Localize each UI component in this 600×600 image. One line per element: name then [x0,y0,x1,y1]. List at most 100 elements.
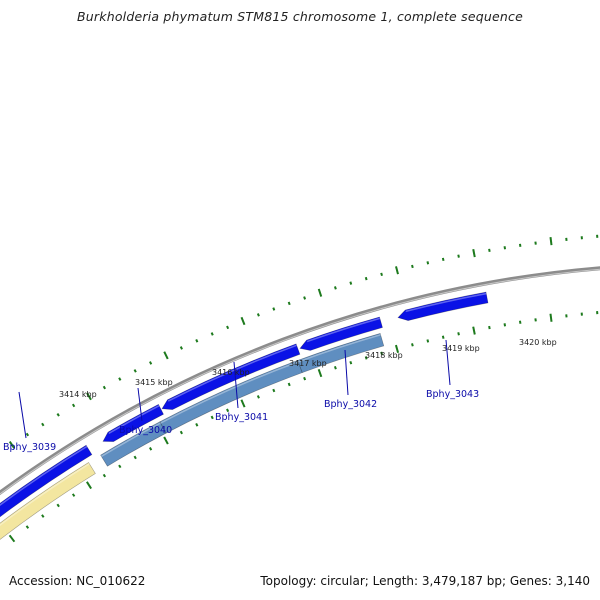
minor-tick [256,313,260,317]
major-tick [395,266,399,275]
kbp-label: 3415 kbp [135,378,173,387]
minor-tick [457,332,460,336]
major-tick [8,534,16,543]
kbp-label: 3417 kbp [289,359,327,368]
major-tick [240,399,246,408]
kbp-label: 3420 kbp [519,338,557,347]
kbp-label: 3419 kbp [442,344,480,353]
chromosome-backbone-highlight [0,268,600,495]
major-tick [472,249,476,258]
minor-tick [149,361,153,365]
minor-tick [102,385,107,390]
kbp-label: 3416 kbp [212,368,250,377]
minor-tick [133,455,137,460]
gene-label-bphy-3043[interactable]: Bphy_3043 [426,389,479,400]
minor-tick [333,366,337,370]
topology-text: Topology: circular; Length: 3,479,187 bp… [260,574,590,588]
leader-line [233,361,239,409]
gene-label-bphy-3039[interactable]: Bphy_3039 [3,442,56,453]
gene-bphy-3043 [397,291,489,321]
major-tick [317,368,323,378]
minor-tick [411,264,414,269]
major-tick [549,237,553,246]
minor-tick [71,403,76,408]
major-tick [240,316,246,326]
minor-tick [303,376,307,381]
gene-label-bphy-3042[interactable]: Bphy_3042 [324,399,377,410]
inner-tick-track [8,311,599,543]
minor-tick [25,432,30,437]
minor-tick [195,339,199,343]
cds-bphy-3041-sheen [160,361,299,424]
minor-tick [349,360,353,365]
minor-tick [25,525,30,529]
minor-tick [380,351,383,356]
gene-bphy-3040 [102,403,164,442]
major-tick [163,351,169,360]
minor-tick [272,388,276,393]
major-tick [86,392,92,401]
minor-tick [503,323,507,327]
minor-tick [118,377,122,381]
minor-tick [210,332,214,336]
minor-tick [256,395,260,399]
minor-tick [287,382,291,387]
accession-text: Accession: NC_010622 [9,574,146,588]
minor-tick [441,257,445,262]
cds-bphy-3040-sheen [101,422,162,458]
minor-tick [488,325,491,330]
gene-bphy-3042-sheen [306,317,381,343]
cds-bphy-3042 [297,333,385,373]
cds-bphy-3042-sheen [298,334,381,363]
minor-tick [380,272,383,277]
major-tick [86,481,92,490]
kbp-ruler: 3414 kbp 3415 kbp 3416 kbp 3417 kbp 3418… [59,338,557,399]
minor-tick [71,493,76,497]
minor-tick [226,408,230,413]
chromosome-backbone [0,266,600,496]
kbp-label: 3414 kbp [59,390,97,399]
gene-bphy-3041-sheen [167,344,297,402]
cds-bphy-3039-sheen [0,463,90,527]
minor-tick [56,413,60,417]
gene-bphy-3039-sheen [0,445,88,507]
minor-tick [226,325,230,330]
major-tick [472,326,476,335]
minor-tick [149,447,153,451]
leader-line [18,391,27,439]
cds-track [0,333,385,540]
minor-tick [364,276,368,281]
minor-tick [118,464,122,469]
minor-tick [287,301,291,306]
minor-tick [56,503,60,508]
minor-tick [179,346,183,350]
gene-bphy-3042 [299,316,383,351]
cds-bphy-3039 [0,462,96,540]
minor-tick [272,307,276,311]
gene-bphy-3041 [161,343,301,410]
minor-tick [195,423,199,427]
minor-tick [426,339,430,343]
major-tick [549,313,553,322]
leader-line [137,387,143,422]
gene-label-bphy-3040[interactable]: Bphy_3040 [119,425,172,436]
major-tick [163,436,169,445]
gene-bphy-3039 [0,444,93,518]
gene-leader-lines [18,339,451,439]
minor-tick [41,514,45,518]
minor-tick [364,356,368,360]
minor-tick [457,254,460,258]
minor-tick [303,296,307,300]
minor-tick [349,281,353,285]
map-title: Burkholderia phymatum STM815 chromosome … [77,9,523,24]
leader-line [344,349,349,396]
gene-bphy-3040-sheen [108,405,160,435]
major-tick [394,344,400,354]
gene-label-bphy-3041[interactable]: Bphy_3041 [215,412,268,423]
minor-tick [333,286,337,290]
minor-tick [411,343,414,347]
minor-tick [41,422,45,427]
major-tick [317,288,323,297]
minor-tick [426,261,430,265]
